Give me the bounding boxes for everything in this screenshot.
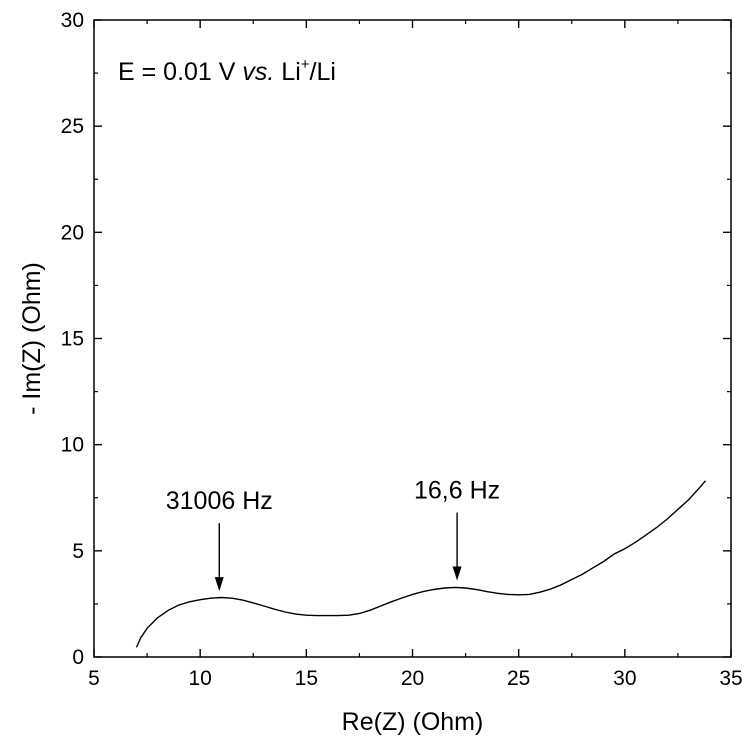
frequency-label: 16,6 Hz	[414, 477, 500, 505]
y-tick-label: 0	[72, 646, 84, 669]
x-tick-label: 20	[401, 667, 424, 690]
x-tick-label: 25	[507, 667, 530, 690]
plot-frame	[93, 19, 732, 658]
axis-ticks	[93, 19, 732, 658]
y-tick-label: 25	[61, 115, 84, 138]
frequency-arrows: 31006 Hz 16,6 Hz	[166, 477, 500, 592]
x-tick-label: 5	[88, 667, 100, 690]
potential-annotation: E = 0.01 V vs. Li+/Li	[118, 56, 336, 86]
frequency-label: 31006 Hz	[166, 487, 273, 515]
x-axis-title: Re(Z) (Ohm)	[342, 708, 484, 736]
x-tick-label: 30	[613, 667, 636, 690]
y-tick-label: 20	[61, 221, 84, 244]
x-tick-label: 35	[719, 667, 742, 690]
y-tick-label: 15	[61, 328, 84, 351]
arrow-head	[452, 566, 462, 581]
y-tick-label: 10	[61, 434, 84, 457]
y-axis-title: - Im(Z) (Ohm)	[18, 262, 46, 415]
arrow-head	[214, 577, 224, 592]
y-tick-label: 5	[72, 540, 84, 563]
series-line	[135, 480, 707, 648]
y-tick-label: 30	[61, 9, 84, 32]
x-tick-label: 15	[295, 667, 318, 690]
x-tick-label: 10	[188, 667, 211, 690]
